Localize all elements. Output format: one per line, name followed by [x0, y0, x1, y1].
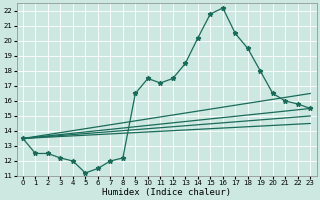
X-axis label: Humidex (Indice chaleur): Humidex (Indice chaleur)	[102, 188, 231, 197]
